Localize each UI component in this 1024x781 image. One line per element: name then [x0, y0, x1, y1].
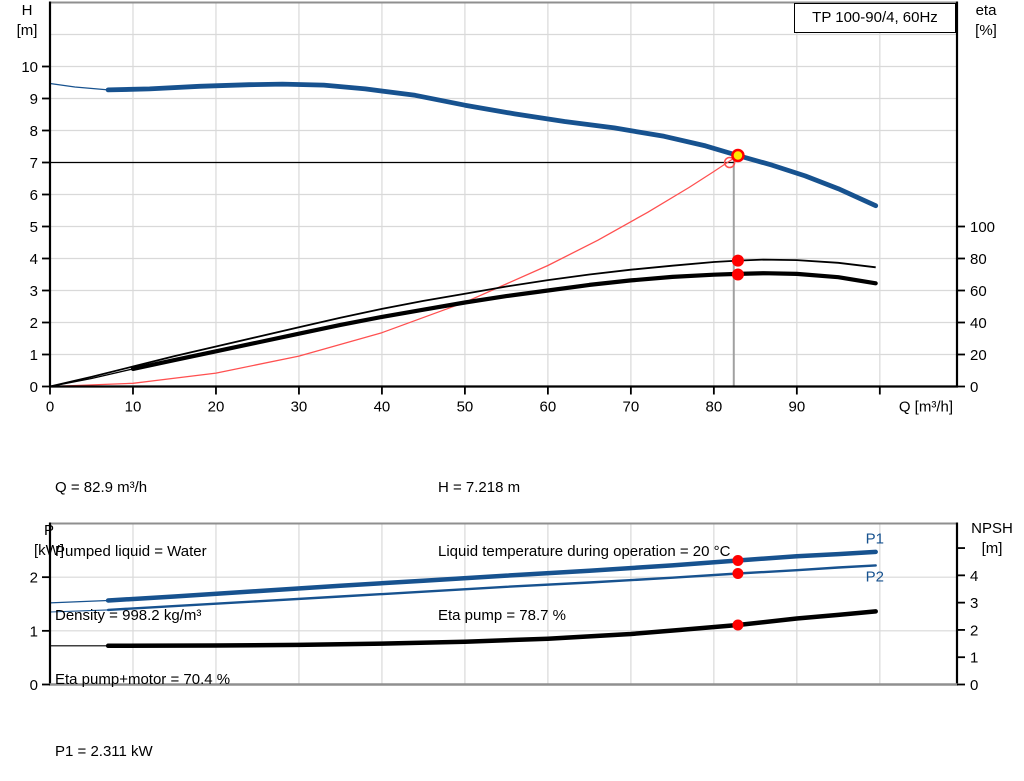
x-tick-label: 40	[374, 399, 391, 416]
left-tick-label: 2	[30, 315, 38, 332]
right-tick-label: 40	[970, 315, 987, 332]
p2-curve	[106, 564, 877, 612]
x-axis-title: Q [m³/h]	[899, 399, 953, 416]
info-eta-pump-motor: Eta pump+motor = 70.4 %	[55, 671, 231, 689]
x-tick-label: 30	[291, 399, 308, 416]
p1-curve	[105, 549, 878, 603]
p2-point	[732, 568, 744, 580]
p1-curve-lead-in	[49, 599, 109, 604]
left-tick-label: 6	[30, 187, 38, 204]
series-label-P1: P1	[866, 531, 884, 548]
right-tick-label: 60	[970, 283, 987, 300]
right-tick-label: 1	[970, 650, 978, 667]
right-tick-label: 2	[970, 622, 978, 639]
p-axis-label-unit: [kW]	[34, 542, 64, 559]
eta-pump-motor-curve	[130, 271, 878, 371]
info-q: Q = 82.9 m³/h	[55, 478, 148, 496]
eta-pump-curve	[49, 258, 876, 388]
requested-duty-point	[723, 156, 736, 169]
left-tick-label: 0	[30, 379, 38, 396]
left-tick-label: 4	[30, 251, 38, 268]
npsh-axis-label: NPSH [m]	[962, 519, 1022, 559]
x-tick-label: 10	[125, 399, 142, 416]
right-tick-label: 0	[970, 677, 978, 694]
series-label-P2: P2	[866, 569, 884, 586]
npsh-point	[732, 619, 744, 631]
x-tick-label: 70	[623, 399, 640, 416]
info-h: H = 7.218 m	[438, 478, 521, 496]
h-axis-label: H [m]	[6, 1, 48, 41]
npsh-curve	[105, 609, 878, 649]
hq-chart-plot-area[interactable]	[50, 3, 957, 387]
pump-type-title-box: TP 100-90/4, 60Hz	[794, 3, 956, 33]
right-tick-label: 0	[970, 379, 978, 396]
eta-axis-label: eta [%]	[963, 1, 1009, 41]
h-axis-label-unit: [m]	[16, 22, 38, 39]
left-tick-label: 8	[30, 123, 38, 140]
info-eta-pump: Eta pump = 78.7 %	[438, 607, 566, 625]
left-tick-label: 1	[30, 623, 38, 640]
right-tick-label: 100	[970, 219, 995, 236]
left-tick-label: 10	[21, 59, 38, 76]
x-tick-label: 50	[457, 399, 474, 416]
right-tick-label: 4	[970, 568, 978, 585]
left-tick-label: 1	[30, 347, 38, 364]
head-curve-lead-in	[49, 82, 109, 91]
left-tick-label: 0	[30, 677, 38, 694]
eta-axis-label-symbol: eta	[975, 2, 997, 19]
system-curve	[49, 154, 739, 388]
head-curve	[105, 81, 879, 209]
right-tick-label: 80	[970, 251, 987, 268]
left-tick-label: 9	[30, 91, 38, 108]
left-tick-label: 7	[30, 155, 38, 172]
left-tick-label: 2	[30, 570, 38, 587]
power-info: P1 = 2.311 kW P2 = 2.068 kW NPSH = 2.18 …	[55, 698, 160, 781]
x-tick-label: 20	[208, 399, 225, 416]
p-axis-label: P [kW]	[24, 521, 74, 561]
npsh-axis-label-unit: [m]	[981, 540, 1003, 557]
npsh-axis-label-symbol: NPSH	[971, 520, 1013, 537]
power-npsh-chart: P1 P2 0 1 2 0 1 2 3 4	[30, 522, 978, 694]
x-tick-label: 90	[788, 399, 805, 416]
p1-point	[732, 554, 744, 566]
left-tick-label: 5	[30, 219, 38, 236]
right-tick-label: 20	[970, 347, 987, 364]
eta-pump-point	[731, 254, 744, 267]
p2-curve-lead-in	[49, 609, 109, 613]
h-axis-label-symbol: H	[21, 2, 33, 19]
left-tick-label: 3	[30, 283, 38, 300]
duty-info-left: Q = 82.9 m³/h Pumped liquid = Water Dens…	[55, 434, 230, 734]
x-tick-label: 0	[46, 399, 54, 416]
eta-pump-motor-curve-lead-in	[49, 368, 134, 388]
x-tick-label: 80	[706, 399, 723, 416]
right-tick-label: 3	[970, 595, 978, 612]
eta-pump-motor-point	[731, 268, 744, 281]
info-liquid-temperature: Liquid temperature during operation = 20…	[438, 543, 731, 561]
info-pumped-liquid: Pumped liquid = Water	[55, 543, 207, 561]
eta-axis-label-unit: [%]	[975, 22, 997, 39]
duty-info-right: H = 7.218 m Liquid temperature during op…	[438, 434, 730, 669]
x-tick-label: 60	[540, 399, 557, 416]
duty-point[interactable]	[731, 148, 745, 163]
info-density: Density = 998.2 kg/m³	[55, 607, 202, 625]
info-p1: P1 = 2.311 kW	[55, 742, 153, 760]
p-axis-label-symbol: P	[43, 522, 54, 539]
